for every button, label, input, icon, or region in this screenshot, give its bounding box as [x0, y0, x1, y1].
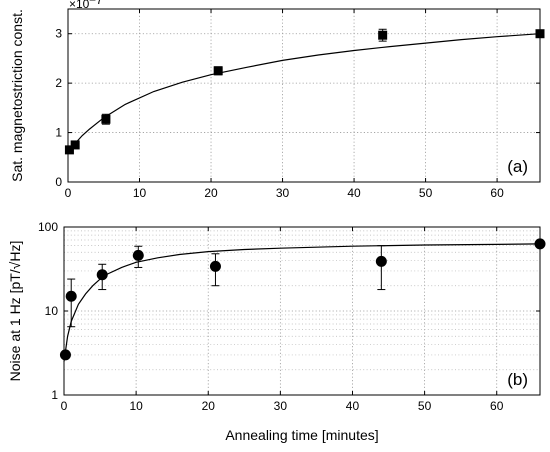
panel-b-data-point-2 — [96, 269, 108, 281]
panel-a-xtick-label-5: 50 — [419, 186, 433, 200]
panel-a-frame — [67, 8, 541, 183]
panel-a-ytick-label-1: 1 — [55, 126, 62, 140]
panel-a-fit-curve — [67, 33, 541, 153]
panel-b-ytick-label-2: 100 — [38, 220, 58, 234]
panel-a-xtick-label-4: 40 — [347, 186, 361, 200]
panel-b-ylabel: Noise at 1 Hz [pT/√Hz] — [7, 241, 23, 382]
panel-b-xtick-label-6: 60 — [490, 399, 504, 413]
panel-a-ytick-label-3: 3 — [55, 27, 62, 41]
panel-b-panel-label: (b) — [507, 370, 528, 389]
panel-a-y-multiplier-base: ×10 — [69, 0, 90, 11]
panel-a-xtick-label-1: 10 — [133, 186, 147, 200]
panel-b-data-point-0 — [59, 349, 71, 361]
panel-b-errorbar-1 — [67, 278, 76, 328]
panel-a-data-point-2 — [101, 114, 111, 124]
panel-b-fit-curve — [63, 243, 541, 362]
panel-a-xtick-label-2: 20 — [204, 186, 218, 200]
panel-b-xtick-label-0: 0 — [61, 399, 68, 413]
panel-b-data-point-1 — [65, 290, 77, 302]
panel-a-data-point-3 — [213, 66, 223, 76]
panel-a-data-point-0 — [64, 145, 74, 155]
panel-b-data-point-3 — [132, 249, 144, 261]
panel-b-data-point-4 — [209, 260, 221, 272]
panel-b-errorbar-5 — [377, 245, 386, 291]
panel-a-y-multiplier-exponent: −7 — [89, 0, 103, 7]
panel-b-xtick-label-2: 20 — [202, 399, 216, 413]
panel-b-xtick-label-4: 40 — [346, 399, 360, 413]
panel-a-xtick-label-0: 0 — [65, 186, 72, 200]
panel-a-panel-label: (a) — [507, 157, 528, 176]
panel-b-ytick-label-0: 1 — [51, 388, 58, 402]
panel-b-xtick-label-1: 10 — [129, 399, 143, 413]
panel-a-data-point-1 — [70, 140, 80, 150]
panel-a-ytick-label-2: 2 — [55, 76, 62, 90]
panel-a-xtick-label-6: 60 — [490, 186, 504, 200]
panel-a-ytick-label-0: 0 — [55, 175, 62, 189]
panel-a-xtick-label-3: 30 — [276, 186, 290, 200]
panel-a-data-point-4 — [378, 30, 388, 40]
panel-b-xlabel: Annealing time [minutes] — [225, 427, 378, 443]
panel-b-xtick-label-3: 30 — [274, 399, 288, 413]
panel-b-ytick-label-1: 10 — [45, 304, 59, 318]
panel-a-ylabel: Sat. magnetostriction const. — [9, 9, 25, 182]
panel-b-xtick-label-5: 50 — [418, 399, 432, 413]
panel-b-data-point-5 — [375, 255, 387, 267]
